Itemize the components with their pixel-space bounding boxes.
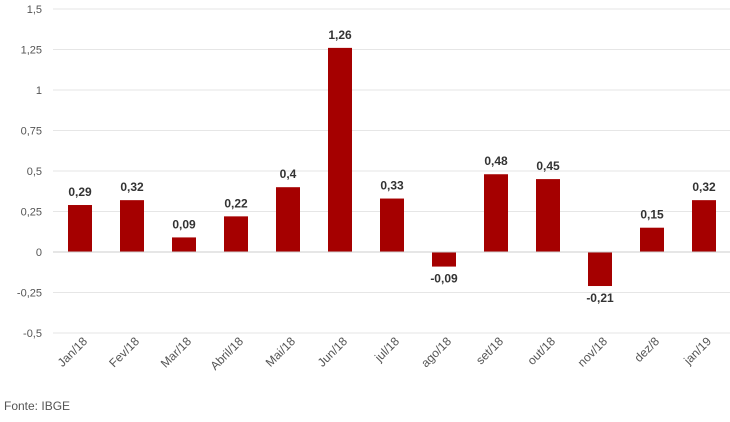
y-tick-label: 1 [36, 85, 42, 97]
y-tick-label: 0,25 [21, 207, 42, 219]
y-axis-tick-labels: 1,5 1,25 1 0,75 0,5 0,25 0 -0,25 -0,5 [17, 4, 42, 340]
x-tick-label: set/18 [473, 334, 506, 367]
bars [68, 47, 716, 287]
x-tick-label: Mai/18 [263, 334, 299, 370]
bar [172, 237, 196, 252]
bar [380, 198, 404, 252]
data-label: 0,4 [280, 167, 297, 181]
data-label: 0,33 [380, 179, 404, 193]
source-note: Fonte: IBGE [4, 399, 71, 413]
data-label: 1,26 [328, 28, 352, 42]
x-tick-label: Mar/18 [158, 334, 195, 371]
x-tick-label: dez/8 [631, 334, 662, 365]
bar [224, 216, 248, 252]
y-tick-label: 0 [36, 247, 42, 259]
bar [68, 205, 92, 252]
x-tick-label: Jan/18 [55, 334, 91, 370]
gridlines [53, 8, 730, 334]
data-label: 0,29 [68, 185, 92, 199]
data-label: 0,15 [640, 208, 664, 222]
bar [640, 227, 664, 252]
bar [588, 252, 612, 287]
data-label: 0,45 [536, 159, 560, 173]
y-tick-label: 1,25 [21, 45, 42, 57]
x-tick-label: jul/18 [371, 334, 402, 365]
x-tick-label: Jun/18 [315, 334, 351, 370]
data-label: -0,09 [430, 272, 458, 286]
x-axis-tick-labels: Jan/18 Fev/18 Mar/18 Abril/18 Mai/18 Jun/18 ju… [55, 334, 715, 373]
data-label: 0,48 [484, 154, 508, 168]
bar [328, 47, 352, 252]
data-label: 0,32 [120, 180, 144, 194]
data-label: -0,21 [586, 291, 614, 305]
y-tick-label: -0,5 [23, 328, 42, 340]
bar [536, 179, 560, 252]
y-tick-label: 0,5 [27, 166, 42, 178]
bar [120, 200, 144, 252]
x-tick-label: jan/19 [680, 334, 714, 368]
bar [692, 200, 716, 252]
x-tick-label: Abril/18 [207, 334, 246, 373]
bar [432, 252, 456, 267]
data-label: 0,32 [692, 180, 716, 194]
bar [484, 174, 508, 252]
data-label: 0,09 [172, 217, 196, 231]
y-tick-label: -0,25 [17, 288, 42, 300]
data-labels: 0,29 0,32 0,09 0,22 0,4 1,26 0,33 -0,09 0,48 0,45… [68, 28, 716, 305]
x-tick-label: Fev/18 [106, 334, 142, 370]
y-tick-label: 1,5 [27, 4, 42, 16]
y-tick-label: 0,75 [21, 126, 42, 138]
x-tick-label: nov/18 [575, 334, 611, 370]
x-tick-label: out/18 [525, 334, 559, 368]
bar [276, 187, 300, 252]
data-label: 0,22 [224, 196, 248, 210]
x-tick-label: ago/18 [418, 334, 454, 370]
